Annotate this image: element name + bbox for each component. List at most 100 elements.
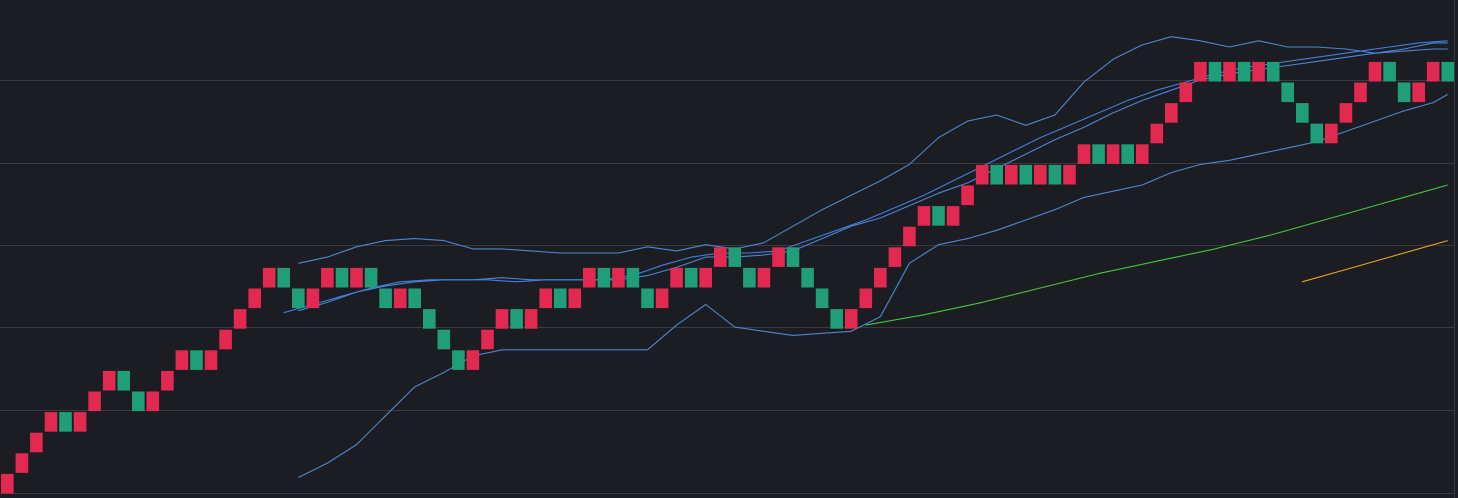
brick-69-up[interactable] — [1005, 164, 1018, 185]
brick-85-down[interactable] — [1237, 61, 1251, 82]
brick-55-down[interactable] — [801, 267, 814, 288]
brick-88-down[interactable] — [1281, 82, 1294, 103]
brick-19-down[interactable] — [277, 267, 290, 288]
brick-73-up[interactable] — [1063, 164, 1076, 185]
brick-72-down[interactable] — [1048, 164, 1062, 185]
brick-0-up[interactable] — [1, 473, 14, 494]
brick-97-up[interactable] — [1412, 82, 1425, 103]
brick-74-up[interactable] — [1077, 144, 1091, 164]
brick-48-up[interactable] — [699, 267, 712, 288]
brick-68-down[interactable] — [990, 164, 1003, 185]
brick-82-up[interactable] — [1194, 61, 1207, 82]
brick-89-down[interactable] — [1296, 103, 1309, 123]
brick-60-up[interactable] — [874, 267, 887, 288]
brick-3-up[interactable] — [44, 412, 58, 432]
brick-5-up[interactable] — [73, 412, 87, 432]
brick-7-up[interactable] — [102, 370, 116, 391]
brick-11-up[interactable] — [161, 370, 174, 391]
brick-40-up[interactable] — [583, 267, 596, 288]
brick-1-up[interactable] — [15, 453, 29, 473]
brick-54-down[interactable] — [786, 247, 800, 267]
brick-52-up[interactable] — [757, 267, 771, 288]
brick-27-up[interactable] — [393, 288, 407, 309]
brick-65-up[interactable] — [946, 206, 960, 226]
brick-20-down[interactable] — [292, 288, 305, 309]
brick-14-up[interactable] — [204, 350, 218, 370]
brick-2-up[interactable] — [30, 432, 43, 453]
brick-8-down[interactable] — [117, 370, 130, 391]
brick-70-down[interactable] — [1019, 164, 1033, 185]
brick-6-up[interactable] — [88, 391, 101, 412]
brick-95-down[interactable] — [1383, 61, 1396, 82]
brick-16-up[interactable] — [233, 309, 247, 329]
brick-30-down[interactable] — [437, 329, 451, 350]
brick-42-up[interactable] — [612, 267, 625, 288]
brick-62-up[interactable] — [903, 226, 916, 247]
brick-38-down[interactable] — [553, 288, 567, 309]
brick-12-up[interactable] — [175, 350, 189, 370]
brick-99-down[interactable] — [1441, 61, 1455, 82]
brick-46-up[interactable] — [670, 267, 683, 288]
brick-45-up[interactable] — [655, 288, 669, 309]
brick-24-up[interactable] — [350, 267, 363, 288]
brick-22-up[interactable] — [321, 267, 334, 288]
brick-87-down[interactable] — [1266, 61, 1280, 82]
brick-43-down[interactable] — [626, 267, 640, 288]
brick-41-down[interactable] — [597, 267, 611, 288]
brick-56-down[interactable] — [815, 288, 829, 309]
brick-78-up[interactable] — [1135, 144, 1149, 164]
brick-80-up[interactable] — [1165, 103, 1178, 123]
brick-47-down[interactable] — [684, 267, 698, 288]
brick-13-down[interactable] — [190, 350, 203, 370]
brick-44-down[interactable] — [641, 288, 654, 309]
brick-26-down[interactable] — [379, 288, 392, 309]
brick-57-down[interactable] — [830, 309, 843, 329]
brick-33-up[interactable] — [481, 329, 494, 350]
brick-4-down[interactable] — [59, 412, 72, 432]
brick-58-up[interactable] — [844, 309, 858, 329]
brick-63-up[interactable] — [917, 206, 931, 226]
brick-84-up[interactable] — [1223, 61, 1236, 82]
brick-32-up[interactable] — [466, 350, 480, 370]
brick-71-up[interactable] — [1034, 164, 1047, 185]
brick-36-up[interactable] — [524, 309, 538, 329]
brick-67-up[interactable] — [975, 164, 989, 185]
brick-64-down[interactable] — [932, 206, 945, 226]
brick-75-down[interactable] — [1092, 144, 1105, 164]
brick-90-down[interactable] — [1310, 123, 1324, 144]
brick-35-down[interactable] — [510, 309, 523, 329]
brick-94-up[interactable] — [1368, 61, 1382, 82]
brick-76-up[interactable] — [1106, 144, 1120, 164]
brick-9-down[interactable] — [132, 391, 145, 412]
brick-96-down[interactable] — [1397, 82, 1411, 103]
brick-15-up[interactable] — [219, 329, 232, 350]
brick-91-up[interactable] — [1325, 123, 1338, 144]
brick-61-up[interactable] — [888, 247, 902, 267]
brick-31-down[interactable] — [452, 350, 465, 370]
brick-66-up[interactable] — [961, 185, 974, 206]
brick-81-up[interactable] — [1179, 82, 1193, 103]
brick-23-down[interactable] — [335, 267, 349, 288]
brick-17-up[interactable] — [248, 288, 261, 309]
brick-25-down[interactable] — [364, 267, 378, 288]
brick-51-down[interactable] — [743, 267, 756, 288]
brick-92-up[interactable] — [1339, 103, 1353, 123]
brick-53-up[interactable] — [772, 247, 785, 267]
brick-50-down[interactable] — [728, 247, 742, 267]
brick-37-up[interactable] — [539, 288, 552, 309]
brick-98-up[interactable] — [1426, 61, 1440, 82]
brick-49-up[interactable] — [714, 247, 727, 267]
brick-34-up[interactable] — [495, 309, 509, 329]
brick-29-down[interactable] — [423, 309, 436, 329]
brick-18-up[interactable] — [262, 267, 276, 288]
brick-79-up[interactable] — [1150, 123, 1164, 144]
brick-86-up[interactable] — [1252, 61, 1265, 82]
brick-39-up[interactable] — [568, 288, 582, 309]
brick-28-down[interactable] — [408, 288, 421, 309]
brick-83-down[interactable] — [1208, 61, 1222, 82]
brick-21-up[interactable] — [306, 288, 320, 309]
brick-93-up[interactable] — [1354, 82, 1367, 103]
brick-77-down[interactable] — [1121, 144, 1134, 164]
brick-10-up[interactable] — [146, 391, 160, 412]
brick-59-up[interactable] — [859, 288, 873, 309]
